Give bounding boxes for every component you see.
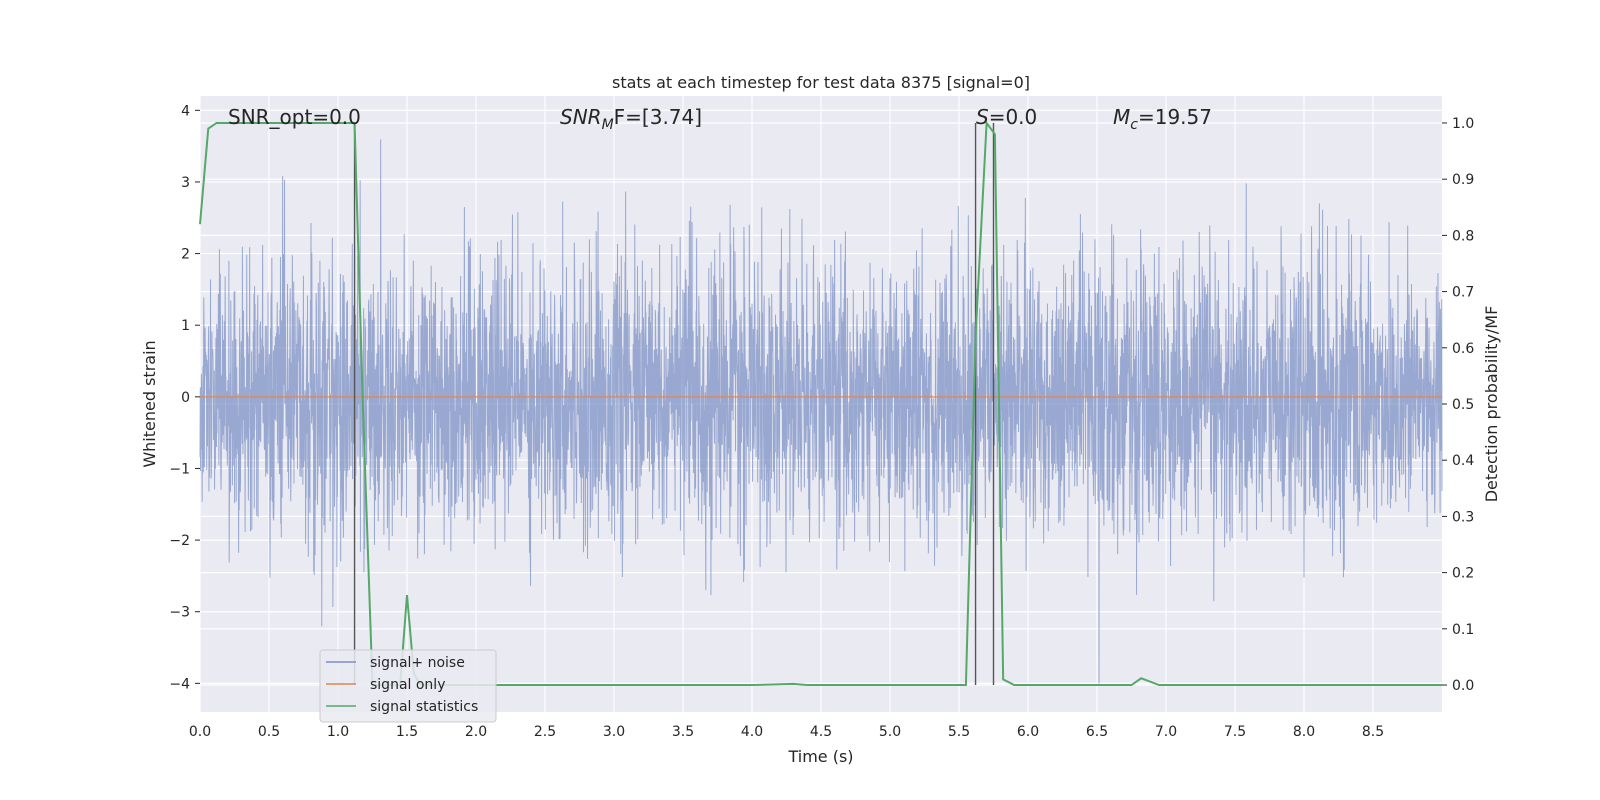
y-left-tick-label: 1 xyxy=(181,318,190,334)
x-tick-label: 2.5 xyxy=(534,724,556,740)
annotation-s-var: S xyxy=(976,105,989,129)
y-right-tick-label: 0.1 xyxy=(1452,622,1474,638)
x-tick-label: 3.5 xyxy=(672,724,694,740)
annotation-snr-mf-sub: M xyxy=(602,117,614,133)
annotation-snr-mf: SNRMF=[3.74] xyxy=(560,105,702,133)
y-right-tick-label: 0.0 xyxy=(1452,678,1474,694)
y-left-tick-label: 3 xyxy=(181,175,190,191)
x-tick-label: 7.5 xyxy=(1224,724,1246,740)
x-tick-label: 8.0 xyxy=(1293,724,1315,740)
legend-label-signal-noise: signal+ noise xyxy=(370,655,465,671)
y-left-tick-label: 4 xyxy=(181,103,190,119)
x-tick-label: 7.0 xyxy=(1155,724,1177,740)
y-right-tick-label: 0.7 xyxy=(1452,285,1474,301)
x-tick-label: 5.0 xyxy=(879,724,901,740)
x-tick-label: 0.0 xyxy=(189,724,211,740)
annotation-s-rest: =0.0 xyxy=(989,105,1038,129)
y-axis-label-right: Detection probability/MF xyxy=(1482,306,1501,503)
annotation-snr-mf-base: SNR xyxy=(560,105,602,129)
x-tick-label: 3.0 xyxy=(603,724,625,740)
x-tick-label: 8.5 xyxy=(1362,724,1384,740)
annotation-mc: Mc=19.57 xyxy=(1113,105,1212,133)
series-signal-statistics xyxy=(199,120,1442,687)
series-signal-noise xyxy=(199,139,1443,684)
x-tick-label: 4.5 xyxy=(810,724,832,740)
legend-label-signal-statistics: signal statistics xyxy=(370,699,478,715)
y-right-tick-labels: 1.0 0.9 0.8 0.7 0.6 0.5 0.4 0.3 0.2 0.1 0.0 xyxy=(1442,116,1474,694)
y-left-tick-labels: 4 3 2 1 0 −1 −2 −3 −4 xyxy=(169,103,200,692)
annotation-snr-mf-rest: F=[3.74] xyxy=(614,105,702,129)
annotation-mc-rest: =19.57 xyxy=(1138,105,1212,129)
x-tick-label: 6.0 xyxy=(1017,724,1039,740)
y-left-tick-label: 2 xyxy=(181,247,190,263)
x-tick-label: 6.5 xyxy=(1086,724,1108,740)
signal-noise-line xyxy=(199,139,1443,684)
annotation-mc-sub: c xyxy=(1130,117,1138,133)
x-tick-labels: 0.0 0.5 1.0 1.5 2.0 2.5 3.0 3.5 4.0 4.5 5.0 5.5 6.0 6… xyxy=(189,724,1384,740)
annotation-s: S=0.0 xyxy=(976,105,1037,129)
vertical-markers xyxy=(353,122,995,686)
x-axis-label: Time (s) xyxy=(787,747,853,766)
x-tick-label: 5.5 xyxy=(948,724,970,740)
y-left-tick-label: −4 xyxy=(169,676,190,692)
y-left-tick-label: 0 xyxy=(181,390,190,406)
y-right-tick-label: 0.5 xyxy=(1452,397,1474,413)
y-left-tick-label: −1 xyxy=(169,461,190,477)
legend: signal+ noise signal only signal statist… xyxy=(319,649,497,723)
legend-label-signal-only: signal only xyxy=(370,677,445,693)
signal-statistics-line xyxy=(199,120,1442,687)
chart-title: stats at each timestep for test data 837… xyxy=(612,73,1030,92)
x-tick-label: 1.5 xyxy=(396,724,418,740)
y-right-tick-label: 0.8 xyxy=(1452,228,1474,244)
x-tick-label: 4.0 xyxy=(741,724,763,740)
annotation-mc-var: M xyxy=(1113,105,1130,129)
y-left-tick-label: −2 xyxy=(169,533,190,549)
y-right-tick-label: 1.0 xyxy=(1452,116,1474,132)
legend-box xyxy=(319,649,497,723)
y-right-tick-label: 0.4 xyxy=(1452,453,1474,469)
x-tick-label: 2.0 xyxy=(465,724,487,740)
x-tick-label: 0.5 xyxy=(258,724,280,740)
x-tick-label: 1.0 xyxy=(327,724,349,740)
annotation-snr-opt: SNR_opt=0.0 xyxy=(228,105,361,129)
y-right-tick-label: 0.6 xyxy=(1452,341,1474,357)
y-right-tick-label: 0.9 xyxy=(1452,172,1474,188)
y-left-tick-label: −3 xyxy=(169,605,190,621)
y-axis-label-left: Whitened strain xyxy=(140,340,159,467)
y-right-tick-label: 0.2 xyxy=(1452,566,1474,582)
y-right-tick-label: 0.3 xyxy=(1452,509,1474,525)
